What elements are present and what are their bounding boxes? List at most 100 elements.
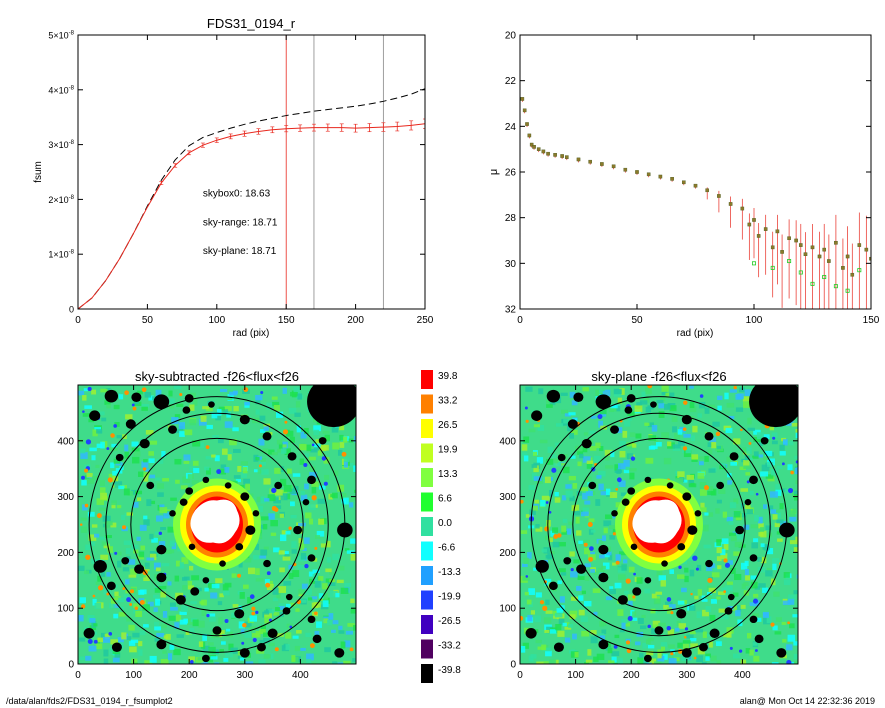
masked-source	[666, 482, 674, 489]
noise-cell	[310, 448, 318, 453]
noise-cell	[615, 554, 621, 562]
noise-cell	[354, 436, 356, 443]
masked-source	[224, 482, 232, 489]
noise-cell	[701, 595, 708, 602]
masked-source	[179, 498, 188, 506]
noise-cell	[155, 389, 162, 397]
noise-cell	[598, 540, 604, 544]
noise-cell	[617, 397, 623, 404]
masked-source	[716, 481, 725, 490]
masked-source	[573, 392, 584, 403]
noise-cell	[761, 556, 767, 564]
noise-cell	[290, 392, 298, 397]
y-tick-label: 300	[57, 492, 74, 503]
noise-cell	[285, 644, 290, 650]
noise-cell	[124, 444, 129, 452]
noise-cell	[302, 547, 307, 551]
aperture-circle	[105, 412, 329, 637]
noise-cell	[623, 559, 628, 567]
noise-cell	[625, 622, 631, 627]
colorbar-swatch	[421, 517, 433, 536]
noise-cell	[169, 644, 175, 650]
masked-source	[293, 525, 303, 535]
noise-cell	[233, 448, 241, 453]
noise-cell	[265, 428, 271, 434]
colorbar-swatch	[421, 639, 433, 659]
noise-cell	[220, 641, 226, 645]
noise-cell	[321, 444, 329, 451]
noise-spot	[770, 622, 775, 627]
y-tick-label: 20	[505, 31, 517, 42]
noise-cell	[128, 559, 136, 565]
data-point	[869, 256, 871, 261]
data-point	[752, 261, 757, 266]
noise-cell	[355, 434, 356, 440]
masked-source	[709, 628, 720, 639]
noise-cell	[555, 623, 562, 631]
noise-cell	[584, 576, 590, 581]
noise-cell	[716, 445, 722, 449]
data-point	[565, 155, 569, 159]
colorbar-label: -13.3	[438, 567, 461, 578]
noise-cell	[118, 612, 126, 617]
noise-cell	[313, 446, 320, 451]
masked-source	[185, 487, 194, 495]
noise-cell	[271, 396, 278, 400]
noise-cell	[144, 562, 150, 570]
noise-spot	[274, 647, 279, 652]
noise-cell	[271, 452, 278, 456]
noise-cell	[267, 609, 275, 614]
noise-cell	[782, 639, 787, 643]
noise-cell	[683, 433, 691, 438]
noise-cell	[155, 598, 161, 606]
noise-cell	[779, 451, 786, 456]
noise-cell	[211, 631, 220, 638]
noise-cell	[705, 595, 713, 600]
noise-cell	[197, 657, 202, 661]
noise-cell	[132, 632, 140, 638]
noise-spot	[724, 562, 731, 568]
noise-cell	[222, 409, 229, 415]
noise-cell	[206, 656, 214, 663]
noise-cell	[627, 411, 635, 416]
noise-spot	[690, 592, 693, 596]
noise-cell	[285, 531, 291, 535]
noise-cell	[217, 438, 224, 444]
noise-cell	[332, 442, 340, 450]
noise-cell	[141, 406, 148, 411]
data-point	[536, 147, 541, 151]
noise-cell	[672, 444, 681, 449]
noise-cell	[169, 602, 176, 607]
x-axis-label: rad (pix)	[233, 328, 270, 339]
colorbar-label: 0.0	[438, 518, 452, 529]
colorbar-label: 26.5	[438, 420, 458, 431]
noise-cell	[303, 588, 312, 596]
data-point	[857, 268, 862, 273]
masked-source	[131, 392, 142, 403]
noise-spot	[729, 646, 733, 650]
noise-cell	[589, 551, 595, 555]
masked-source	[139, 438, 150, 449]
noise-cell	[562, 622, 567, 627]
y-tick-label: 26	[505, 168, 517, 179]
data-point	[810, 281, 815, 286]
noise-spot	[106, 592, 110, 596]
noise-cell	[536, 457, 544, 464]
noise-cell	[584, 563, 592, 568]
noise-cell	[138, 589, 145, 595]
aperture-circle	[130, 437, 304, 612]
noise-cell	[760, 471, 769, 477]
noise-cell	[625, 463, 631, 471]
noise-cell	[343, 497, 349, 505]
noise-cell	[161, 624, 167, 629]
noise-cell	[704, 407, 710, 414]
noise-cell	[264, 616, 271, 624]
noise-cell	[280, 448, 287, 454]
noise-cell	[117, 637, 124, 643]
noise-cell	[88, 418, 95, 423]
noise-cell	[656, 399, 664, 404]
noise-cell	[292, 473, 301, 477]
noise-cell	[111, 503, 116, 509]
noise-cell	[685, 446, 691, 454]
noise-cell	[306, 496, 314, 501]
